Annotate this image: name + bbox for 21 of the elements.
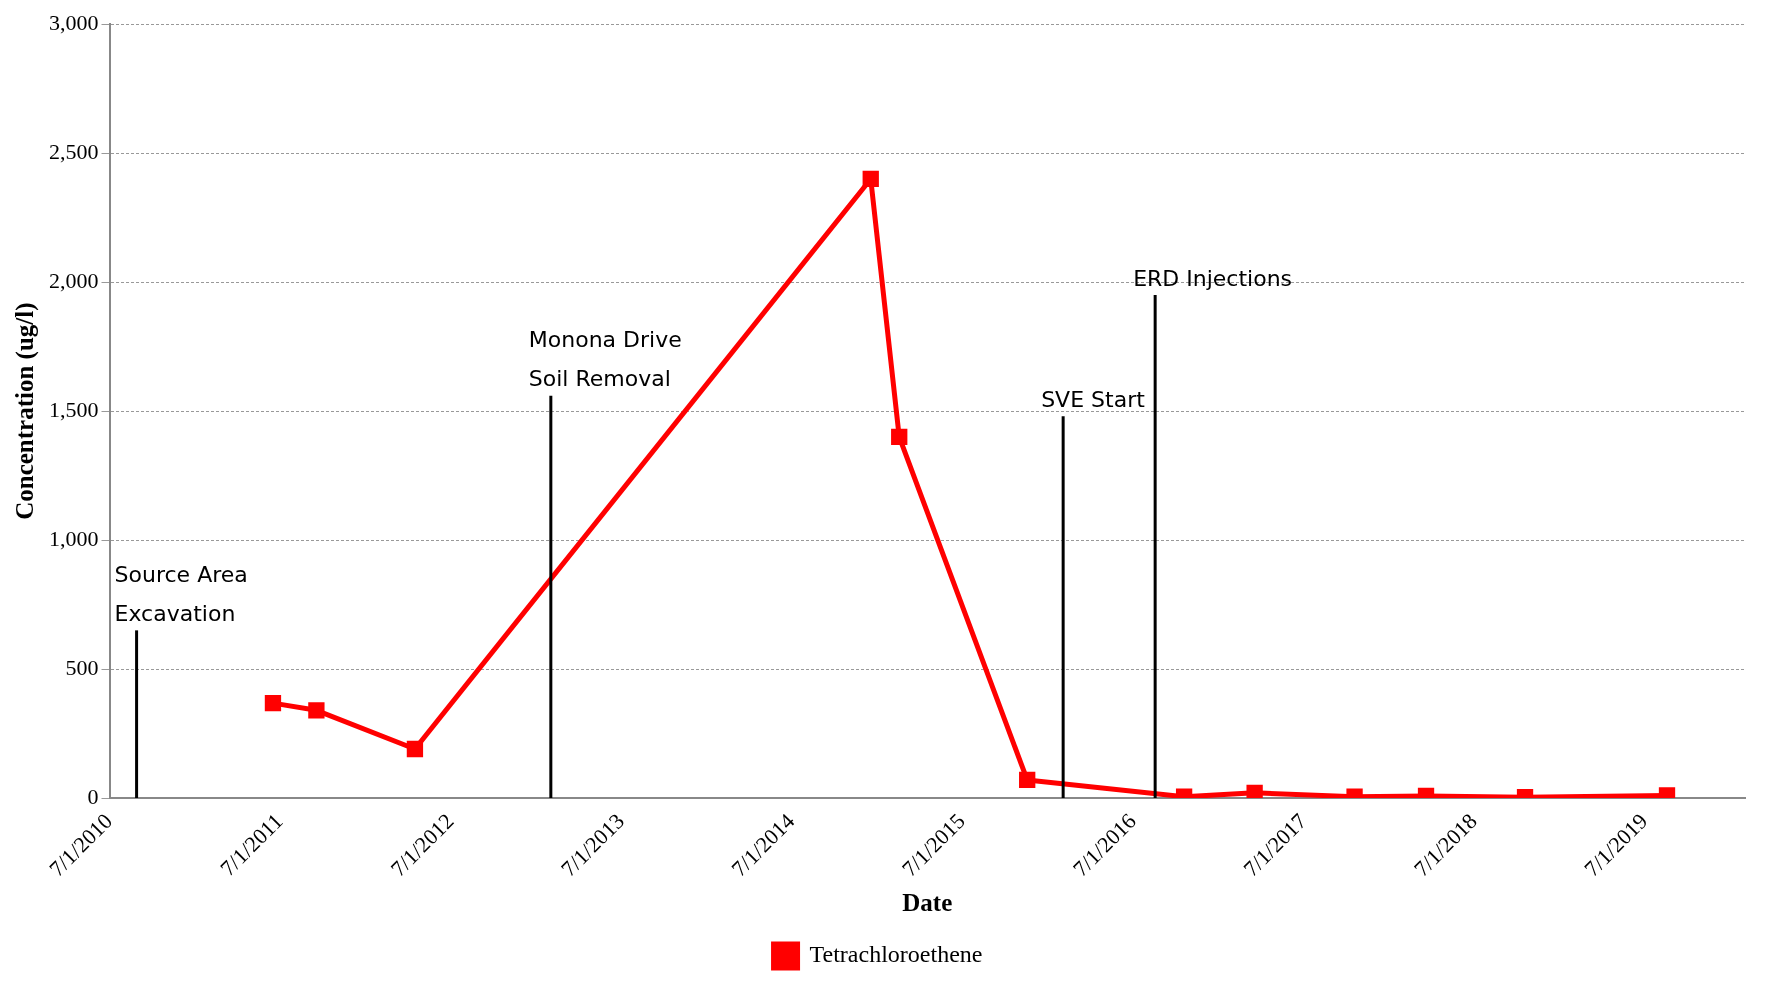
y-tick-label: 0: [87, 783, 99, 809]
y-tick-label: 500: [65, 654, 99, 680]
point: [891, 428, 908, 446]
x-axis-title: Date: [902, 889, 953, 917]
annotation: Source Area Excavation: [114, 562, 248, 627]
point: [862, 170, 879, 188]
y-tick-label: 2,500: [49, 138, 99, 164]
y-axis-title: Concentration (ug/l): [11, 302, 40, 520]
legend-label: Tetrachloroethene: [809, 941, 983, 968]
y-tick-label: 1,000: [49, 525, 99, 551]
point: [264, 694, 282, 712]
annotation: Monona Drive Soil Removal: [528, 327, 682, 392]
point: [1246, 784, 1263, 799]
annotation: ERD Injections: [1133, 265, 1293, 291]
point: [1019, 771, 1036, 789]
y-tick-label: 3,000: [49, 9, 99, 35]
y-tick-label: 2,000: [49, 267, 99, 293]
point: [308, 702, 325, 719]
annotation: SVE Start: [1041, 386, 1146, 412]
point: [406, 740, 424, 758]
y-tick-label: 1,500: [49, 396, 99, 422]
